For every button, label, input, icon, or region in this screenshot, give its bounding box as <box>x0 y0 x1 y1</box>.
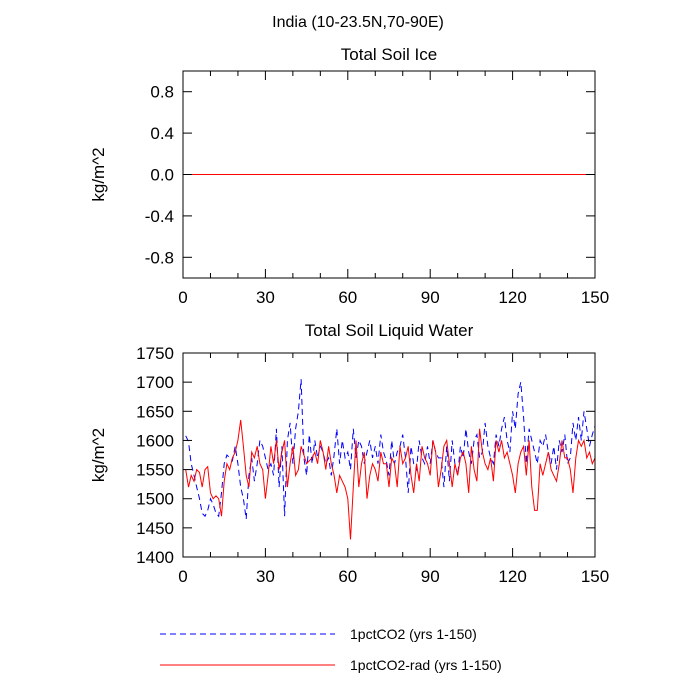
legend: 1pctCO2 (yrs 1-150) 1pctCO2-rad (yrs 1-15… <box>160 626 502 673</box>
chart-panel-1: Total Soil Ice 0 30 60 90 120 150 -0.8 -0.4 0.0 0.… <box>89 45 609 307</box>
x-tick-label: 0 <box>178 288 187 307</box>
y-tick-label: 0.8 <box>150 83 174 102</box>
y-tick-label: 1600 <box>136 431 174 450</box>
panel-title: Total Soil Liquid Water <box>305 321 474 340</box>
x-tick-label: 120 <box>498 567 526 586</box>
y-axis-label: kg/m^2 <box>89 428 108 482</box>
y-tick-label: 1750 <box>136 344 174 363</box>
panel-title: Total Soil Ice <box>341 45 437 64</box>
y-tick-label: 1650 <box>136 402 174 421</box>
x-tick-label: 30 <box>256 567 275 586</box>
plot-frame <box>182 352 596 558</box>
y-tick-label: 1400 <box>136 548 174 567</box>
y-tick-label: 0.4 <box>150 124 174 143</box>
y-tick-label: -0.8 <box>145 248 174 267</box>
figure-title: India (10-23.5N,70-90E) <box>272 14 444 31</box>
series-line-1 <box>185 379 596 520</box>
x-tick-label: 60 <box>338 567 357 586</box>
legend-label-2: 1pctCO2-rad (yrs 1-150) <box>350 657 502 673</box>
y-tick-label: 1700 <box>136 373 174 392</box>
y-axis-label: kg/m^2 <box>89 147 108 201</box>
x-tick-label: 0 <box>178 567 187 586</box>
x-tick-label: 60 <box>338 288 357 307</box>
y-tick-label: 1450 <box>136 519 174 538</box>
y-tick-label: 0.0 <box>150 166 174 185</box>
x-tick-label: 120 <box>498 288 526 307</box>
x-tick-label: 90 <box>421 567 440 586</box>
legend-label-1: 1pctCO2 (yrs 1-150) <box>350 626 477 642</box>
chart-panels: Total Soil Ice 0 30 60 90 120 150 -0.8 -0.4 0.0 0.… <box>89 45 609 586</box>
y-tick-label: 1500 <box>136 490 174 509</box>
chart-panel-2: Total Soil Liquid Water 0 30 60 90 120 150 1400… <box>89 321 609 586</box>
x-tick-label: 30 <box>256 288 275 307</box>
y-tick-label: 1550 <box>136 461 174 480</box>
y-tick-label: -0.4 <box>145 207 174 226</box>
x-tick-label: 150 <box>581 288 609 307</box>
series-line-2 <box>185 419 596 540</box>
x-tick-label: 150 <box>581 567 609 586</box>
x-tick-label: 90 <box>421 288 440 307</box>
